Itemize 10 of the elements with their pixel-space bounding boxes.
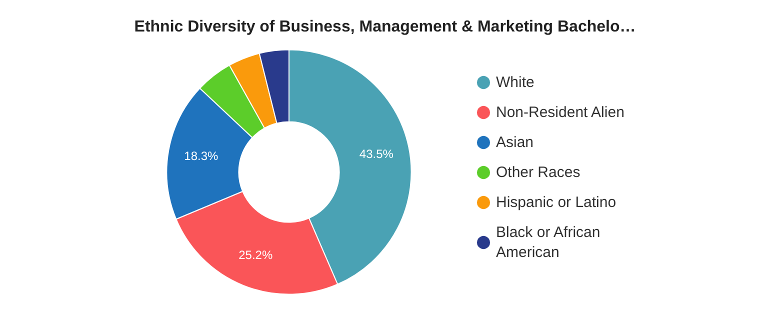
legend-label: Hispanic or Latino (496, 194, 616, 211)
data-label: 43.5% (359, 146, 394, 161)
legend-label: Non-Resident Alien (496, 104, 624, 121)
legend-label: White (496, 74, 534, 91)
legend-label: Black or African American (496, 224, 604, 261)
legend-label: Asian (496, 134, 534, 151)
chart-title: Ethnic Diversity of Business, Management & Marketing Bachelo… (134, 18, 636, 36)
data-label: 18.3% (184, 149, 219, 164)
data-label: 25.2% (238, 248, 273, 262)
legend-label: Other Races (496, 164, 580, 181)
